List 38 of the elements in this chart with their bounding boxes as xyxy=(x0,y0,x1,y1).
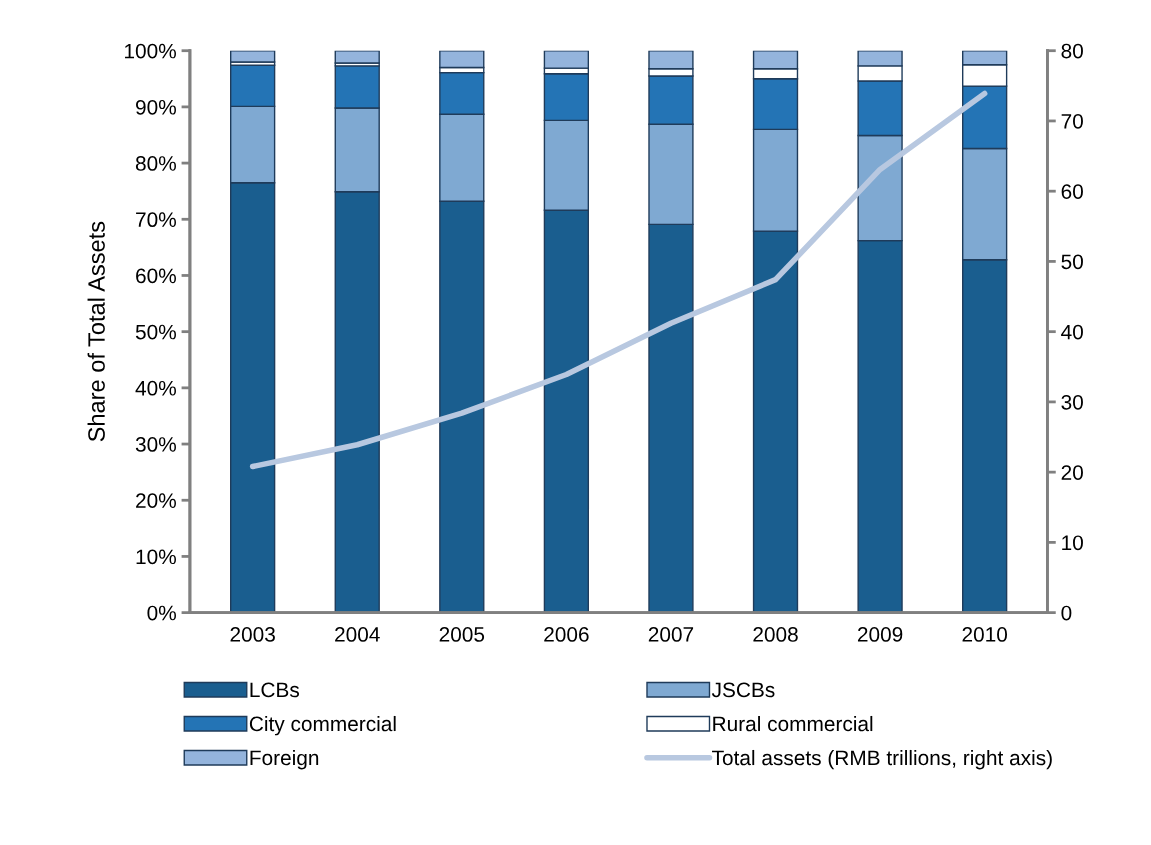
x-tick-label: 2009 xyxy=(857,627,903,642)
bar xyxy=(230,50,276,63)
y-tick-label: 40% xyxy=(135,380,176,396)
y2-tick-label: 40 xyxy=(1061,324,1083,340)
y-tick-label: 60% xyxy=(136,268,176,284)
y-tick-label: 0% xyxy=(147,605,176,621)
legend-label: LCBs xyxy=(250,682,300,698)
y-tick-label: 30% xyxy=(135,437,176,452)
y-axis-title: Share of Total Assets xyxy=(87,221,105,442)
y2-tick-label: 70 xyxy=(1061,113,1083,129)
x-tick-label: 2003 xyxy=(230,627,275,642)
legend-label: City commercial xyxy=(249,715,396,736)
y-tick-label: 100% xyxy=(125,43,176,59)
y2-tick-label: 60 xyxy=(1061,184,1083,199)
y-tick-label: 20% xyxy=(136,493,176,508)
y-tick-label: 80% xyxy=(135,156,176,171)
x-tick-label: 2006 xyxy=(544,627,589,642)
y-tick-label: 70% xyxy=(136,212,176,228)
bar xyxy=(334,50,380,64)
legend-label: Rural commercial xyxy=(713,715,873,732)
legend-label: Total assets (RMB trillions, right axis) xyxy=(712,749,1052,770)
x-tick-label: 2007 xyxy=(648,627,694,642)
x-tick-label: 2005 xyxy=(439,627,485,642)
y2-tick-label: 20 xyxy=(1061,465,1083,480)
y2-tick-label: 0 xyxy=(1061,605,1072,621)
y2-tick-label: 80 xyxy=(1061,43,1083,59)
y-tick-label: 10% xyxy=(136,549,176,565)
legend-label: JSCBs xyxy=(711,682,775,698)
y-tick-label: 50% xyxy=(135,324,176,340)
y2-tick-label: 10 xyxy=(1062,535,1083,551)
y-tick-label: 90% xyxy=(136,99,176,115)
y2-tick-label: 30 xyxy=(1061,394,1083,410)
bar xyxy=(439,50,485,69)
legend-label: Foreign xyxy=(250,749,319,770)
x-tick-label: 2004 xyxy=(335,627,380,642)
y2-tick-label: 50 xyxy=(1061,254,1083,270)
x-tick-label: 2008 xyxy=(753,627,798,642)
x-tick-label: 2010 xyxy=(962,627,1008,642)
